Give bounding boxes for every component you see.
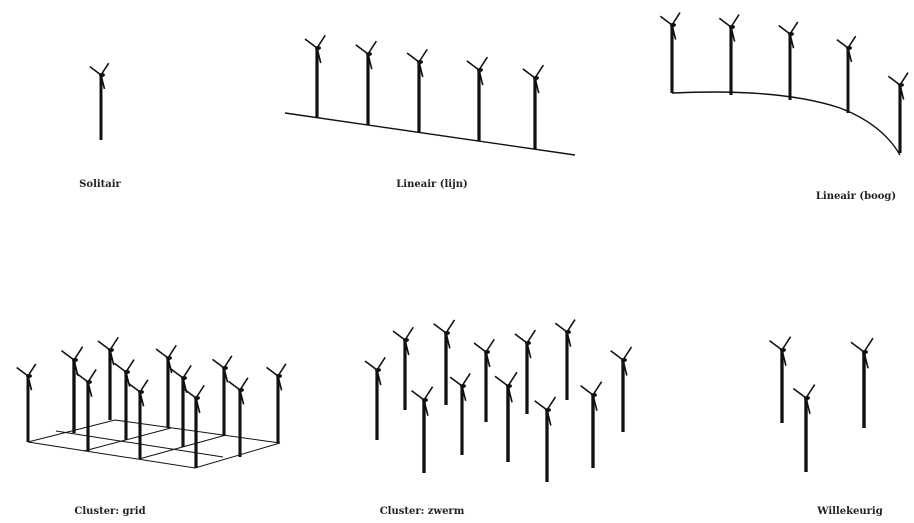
turbine — [660, 13, 680, 93]
panel-label: Willekeurig — [816, 506, 882, 517]
turbine — [411, 387, 432, 473]
turbine — [611, 347, 632, 432]
turbine — [555, 320, 575, 400]
turbine — [888, 73, 908, 153]
turbine — [114, 360, 134, 440]
arc-ground — [672, 92, 900, 155]
panel-label: Lineair (lijn) — [396, 179, 467, 190]
panel-label: Solitair — [79, 179, 121, 190]
turbine — [837, 36, 856, 113]
turbine — [515, 330, 536, 414]
diagram: Solitair Lineair (lijn) Lineair (boog) C… — [0, 0, 914, 523]
turbine — [580, 382, 601, 468]
turbine — [356, 41, 377, 125]
turbine — [267, 364, 286, 443]
turbine — [61, 347, 82, 433]
turbine — [434, 320, 455, 405]
page: {"panels": [ {"label": "Solitair"}, {"la… — [0, 0, 914, 523]
turbine — [467, 57, 488, 141]
turbine — [719, 15, 739, 95]
turbine — [793, 385, 814, 472]
turbine — [365, 357, 385, 440]
turbine — [450, 373, 470, 455]
turbine — [305, 35, 325, 118]
turbine — [184, 385, 204, 468]
turbine — [779, 22, 798, 100]
turbine — [474, 339, 494, 422]
turbine — [90, 63, 109, 140]
turbine — [213, 356, 232, 435]
turbine — [407, 49, 427, 132]
turbine — [535, 397, 556, 482]
grid-ground — [28, 420, 280, 468]
ground-lines — [28, 92, 900, 468]
turbine — [229, 378, 248, 457]
turbine — [156, 345, 176, 428]
turbine — [98, 337, 118, 420]
turbine — [129, 380, 148, 459]
turbine — [523, 65, 544, 149]
panel-label: Cluster: grid — [74, 506, 145, 517]
turbine — [171, 365, 191, 447]
turbine — [17, 364, 36, 442]
panel-label: Lineair (boog) — [816, 191, 896, 202]
turbine — [76, 369, 96, 451]
turbine — [769, 337, 790, 423]
line-ground — [285, 113, 575, 155]
turbine — [393, 327, 413, 410]
turbine — [495, 372, 517, 462]
turbine — [851, 338, 873, 428]
panel-label: Cluster: zwerm — [380, 506, 465, 517]
